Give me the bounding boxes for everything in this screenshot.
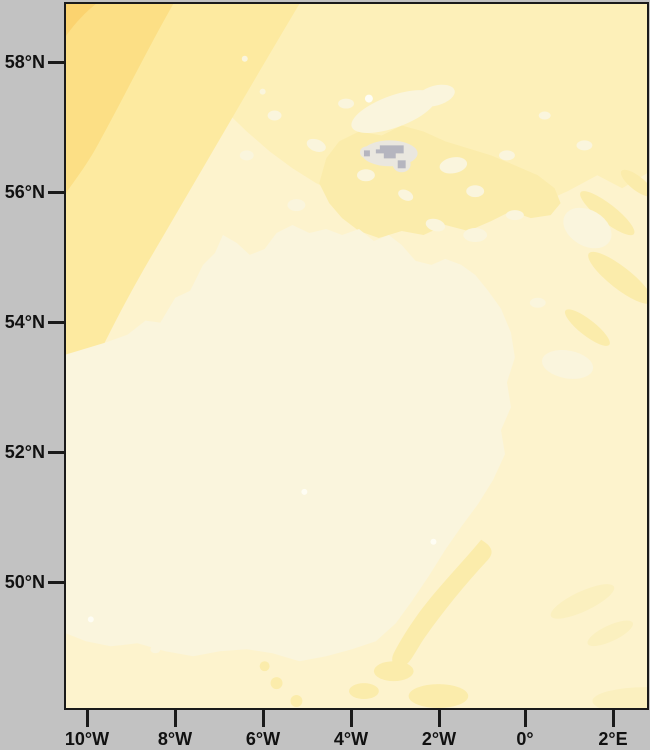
lat-tick-label: 54°N <box>4 312 45 332</box>
lon-tick-label: 6°W <box>245 729 281 749</box>
contour-bottom-stripe <box>250 539 492 708</box>
lon-tick-8w <box>173 710 177 727</box>
contour-map-canvas <box>66 4 647 708</box>
lon-tick-label: 10°W <box>64 729 110 749</box>
lon-tick-2e <box>611 710 615 727</box>
contour-band-corner-deep <box>66 4 96 36</box>
lon-tick-6w <box>261 710 265 727</box>
gray-data-patches <box>363 145 406 169</box>
contour-cream-speckles <box>87 55 612 654</box>
contour-band-amber <box>66 4 174 194</box>
lat-tick-label: 58°N <box>4 52 45 72</box>
lon-tick-0 <box>523 710 527 727</box>
lon-tick-label: 4°W <box>333 729 369 749</box>
lat-tick-50n <box>48 580 64 584</box>
lon-tick-label: 8°W <box>157 729 193 749</box>
contour-ne-streaks <box>564 169 647 346</box>
map-plot-area <box>64 2 649 710</box>
contour-bottom-right-wisps <box>550 584 647 708</box>
lat-tick-label: 52°N <box>4 442 45 462</box>
contour-band-medium <box>66 4 300 433</box>
contour-band-cream-main <box>66 225 515 662</box>
lon-tick-2w <box>437 710 441 727</box>
lon-tick-label: 2°W <box>421 729 457 749</box>
lat-tick-58n <box>48 60 64 64</box>
lon-tick-label: 2°E <box>598 729 628 749</box>
lat-tick-label: 56°N <box>4 182 45 202</box>
contour-pale-flecks <box>87 94 437 623</box>
lat-tick-label: 50°N <box>4 572 45 592</box>
lon-tick-10w <box>85 710 89 727</box>
lat-tick-54n <box>48 320 64 324</box>
lat-tick-52n <box>48 450 64 454</box>
lon-tick-label: 0° <box>516 729 534 749</box>
lat-tick-56n <box>48 190 64 194</box>
lon-tick-4w <box>349 710 353 727</box>
